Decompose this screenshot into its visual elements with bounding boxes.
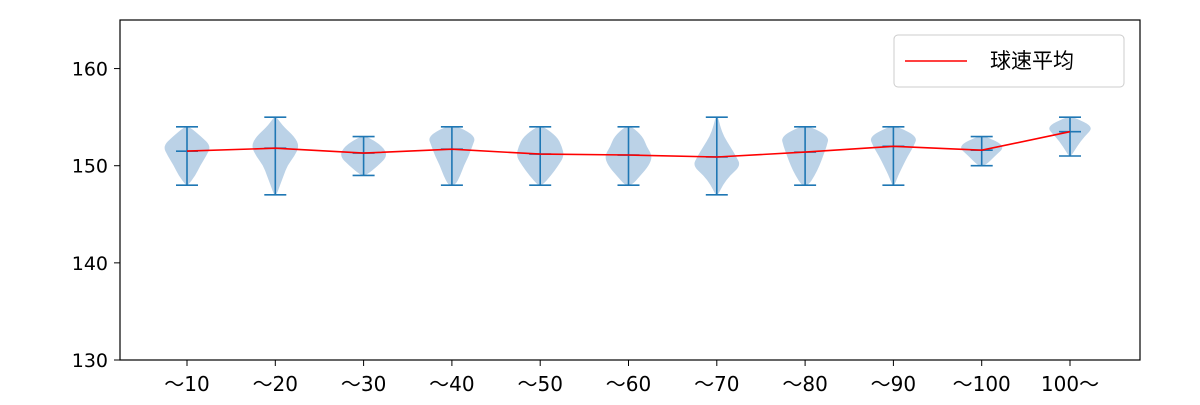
- average-speed-line: [186, 130, 1071, 158]
- legend-box: [893, 34, 1125, 88]
- plot-frame: [119, 19, 1141, 361]
- y-tick-label-130: 130: [72, 350, 108, 372]
- legend: 球速平均: [893, 34, 1125, 88]
- x-axis: ～10 ～20 ～30 ～40 ～50 ～60 ～70 ～80 ～90 ～100 100～: [164, 360, 1099, 396]
- x-tick-label-0: ～10: [164, 372, 209, 396]
- x-tick-label-10: 100～: [1041, 372, 1099, 396]
- x-tick-label-2: ～30: [341, 372, 386, 396]
- x-tick-label-1: ～20: [253, 372, 298, 396]
- x-tick-label-4: ～50: [517, 372, 562, 396]
- y-tick-label-160: 160: [72, 59, 108, 81]
- x-tick-label-7: ～80: [782, 372, 827, 396]
- x-tick-label-3: ～40: [429, 372, 474, 396]
- y-tick-label-140: 140: [72, 253, 108, 275]
- x-tick-label-5: ～60: [606, 372, 651, 396]
- average-line-layer: [186, 130, 1071, 158]
- y-tick-label-150: 150: [72, 156, 108, 178]
- x-tick-label-8: ～90: [871, 372, 916, 396]
- x-tick-label-6: ～70: [694, 372, 739, 396]
- x-tick-label-9: ～100: [953, 372, 1011, 396]
- violins-layer: [164, 116, 1091, 196]
- legend-label: 球速平均: [990, 49, 1074, 73]
- y-axis: 130 140 150 160: [72, 59, 120, 372]
